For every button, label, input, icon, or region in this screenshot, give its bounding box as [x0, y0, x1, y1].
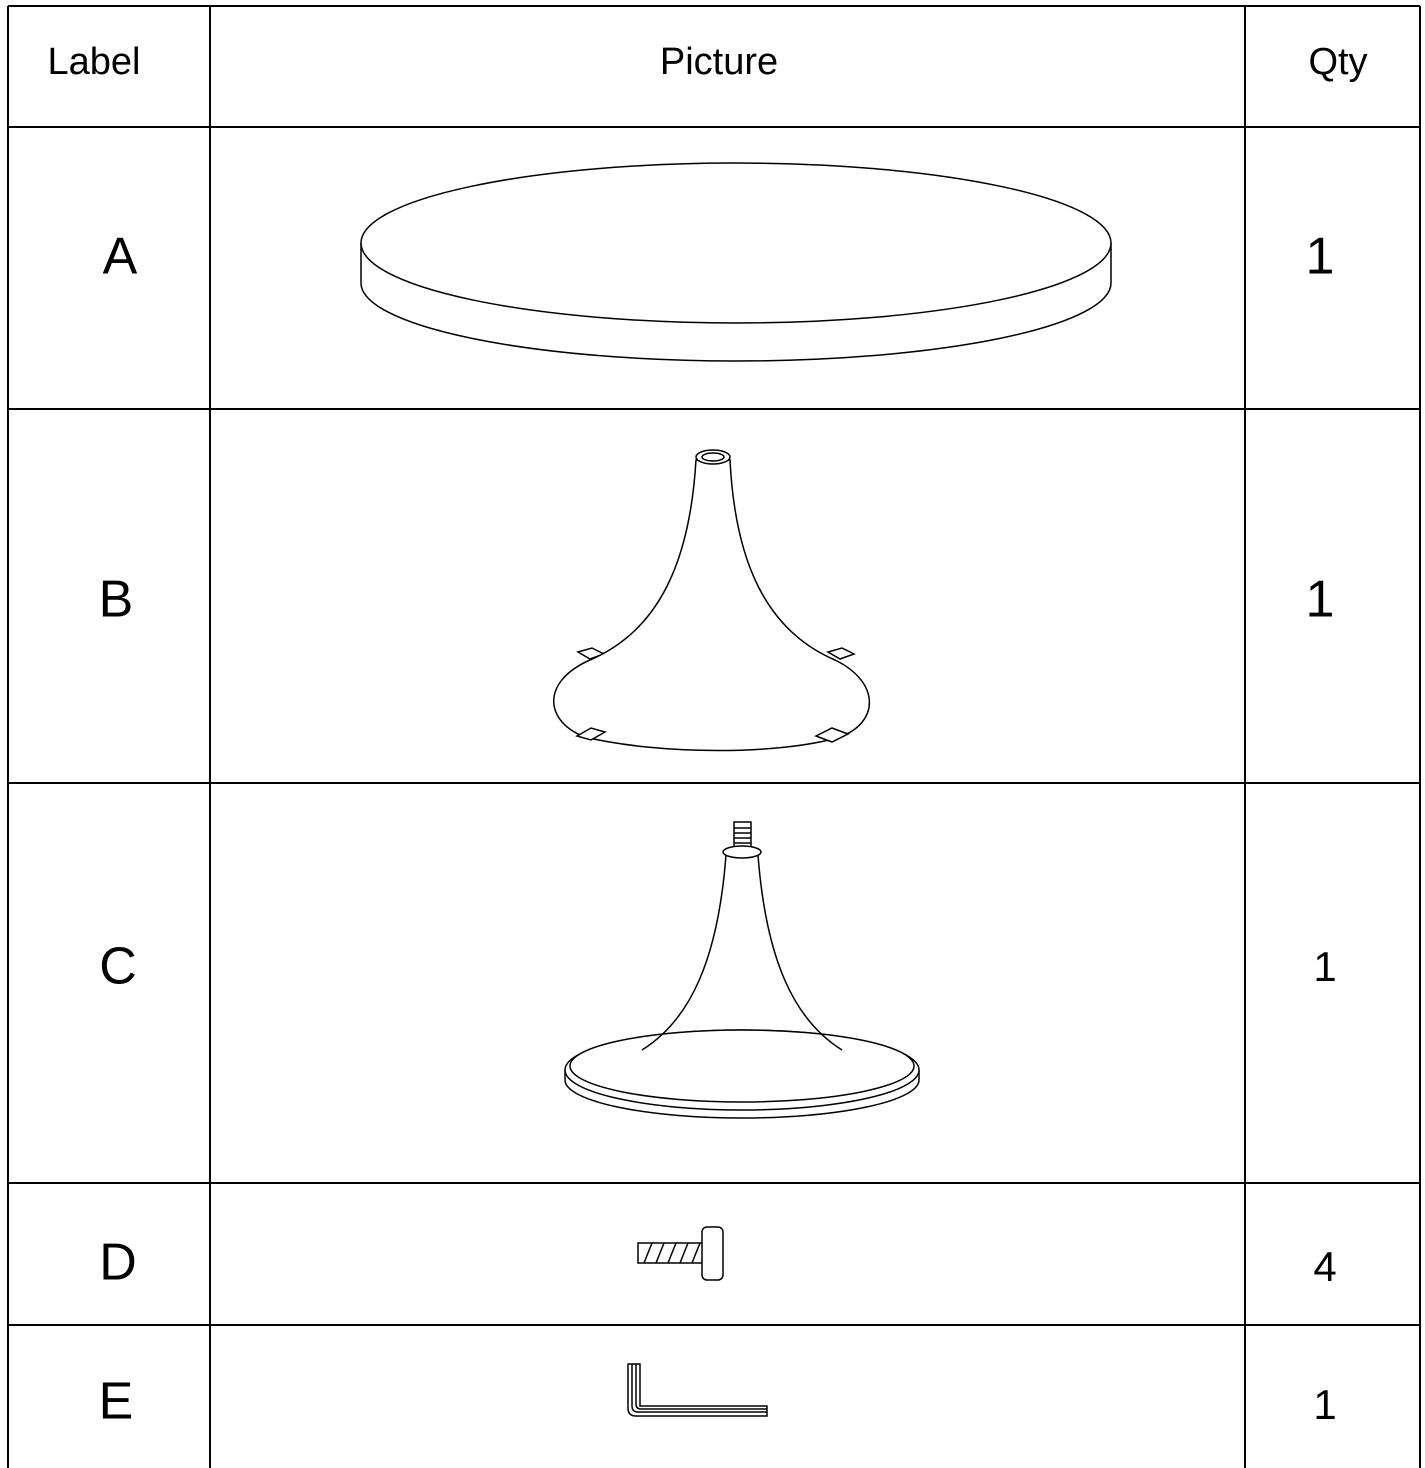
row-label: A [103, 228, 138, 286]
row-qty: 1 [1313, 1381, 1336, 1428]
row-label: C [99, 938, 137, 996]
pedestal-drawing [564, 821, 920, 1119]
row-label: D [99, 1234, 137, 1292]
header-picture: Picture [660, 41, 778, 83]
table-grid [7, 5, 1421, 1468]
header-label: Label [48, 41, 141, 83]
header-qty: Qty [1308, 41, 1367, 83]
hex-key-drawing [627, 1363, 768, 1417]
screw-drawing [637, 1226, 724, 1281]
row-qty: 4 [1313, 1243, 1336, 1290]
row-label: B [99, 571, 134, 629]
base-frame-drawing [553, 449, 871, 752]
row-qty: 1 [1306, 571, 1335, 629]
tabletop-drawing [360, 162, 1112, 362]
row-qty: 1 [1313, 943, 1336, 990]
row-label: E [99, 1373, 134, 1431]
row-qty: 1 [1306, 228, 1335, 286]
